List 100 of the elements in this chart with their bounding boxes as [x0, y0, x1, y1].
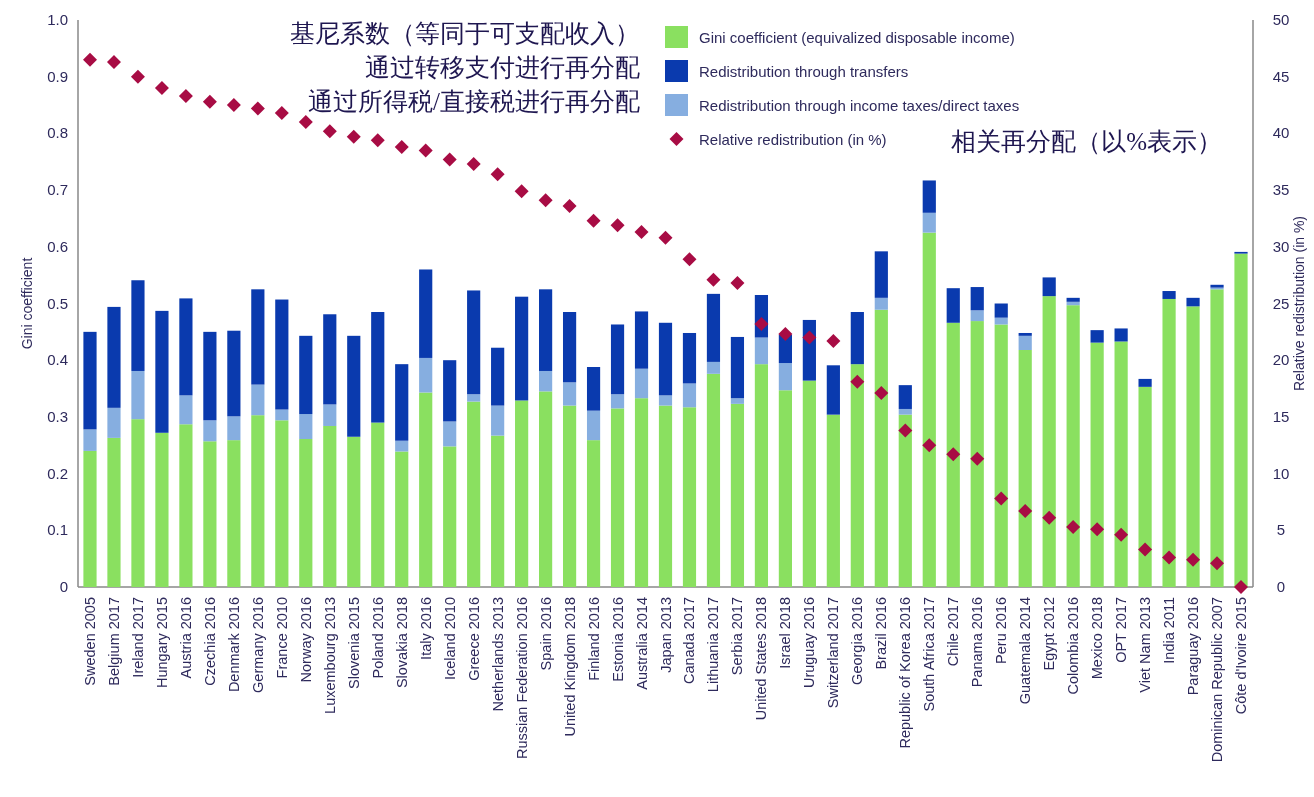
point — [154, 81, 169, 96]
bar — [467, 290, 481, 395]
x-tick-label: Austria 2016 — [177, 597, 194, 679]
legend-label: Gini coefficient (equivalized disposable income) — [699, 29, 1015, 46]
bar — [706, 293, 721, 362]
bar — [419, 269, 433, 358]
x-tick-label: Brazil 2016 — [873, 597, 890, 670]
bar — [83, 331, 97, 430]
bar — [1066, 305, 1080, 587]
bar — [922, 212, 936, 233]
bar — [682, 383, 697, 408]
x-tick-label: Ireland 2017 — [129, 597, 146, 678]
point — [82, 52, 97, 67]
bar — [227, 416, 241, 441]
bar — [395, 451, 409, 587]
bar — [1042, 277, 1056, 297]
bar — [299, 414, 313, 440]
annotation: 基尼系数（等同于可支配收入） — [290, 20, 640, 47]
y2-tick-label: 25 — [1272, 294, 1290, 312]
bar — [1018, 332, 1032, 336]
x-tick-label: Dominican Republic 2007 — [1209, 597, 1226, 763]
bar — [371, 422, 385, 587]
x-tick-label: Georgia 2016 — [849, 597, 866, 685]
x-tick-label: Slovakia 2018 — [393, 597, 410, 689]
bar — [491, 347, 505, 406]
bar — [946, 288, 960, 323]
point — [346, 129, 361, 144]
x-tick-label: Italy 2016 — [417, 597, 434, 660]
x-tick-label: Canada 2017 — [681, 597, 698, 685]
point — [634, 225, 649, 240]
bar — [419, 392, 433, 587]
bar — [107, 407, 121, 438]
bar — [634, 398, 649, 587]
x-tick-label: Greece 2016 — [465, 597, 482, 681]
x-tick-label: Iceland 2010 — [441, 597, 458, 681]
bar — [227, 330, 241, 417]
bar — [850, 364, 864, 587]
point — [274, 105, 289, 120]
y2-tick-label: 30 — [1272, 237, 1290, 255]
bar — [826, 414, 840, 587]
point — [562, 198, 577, 213]
bar — [251, 415, 265, 587]
point — [394, 140, 409, 155]
bar — [443, 446, 457, 587]
x-tick-label: Israel 2018 — [777, 597, 794, 669]
bar — [754, 364, 769, 587]
point — [370, 133, 385, 148]
bar — [802, 380, 816, 587]
bar — [371, 312, 385, 423]
bar — [922, 180, 936, 213]
bar — [131, 370, 145, 420]
x-tick-label: Chile 2017 — [945, 597, 962, 667]
bar — [778, 390, 792, 587]
bar — [203, 420, 217, 442]
point — [730, 276, 745, 291]
bar — [539, 370, 553, 392]
point — [106, 54, 121, 69]
bar — [730, 398, 745, 404]
point — [418, 143, 433, 158]
x-tick-label: Czechia 2016 — [201, 597, 218, 686]
x-tick-label: France 2010 — [273, 597, 290, 679]
y-axis-title: Gini coefficient — [19, 257, 35, 350]
x-tick-label: Poland 2016 — [369, 597, 386, 679]
point — [490, 167, 505, 182]
bar — [323, 425, 337, 587]
point — [202, 94, 217, 109]
y-tick-label: 0.6 — [47, 237, 68, 255]
point — [466, 157, 481, 172]
bar — [850, 312, 864, 365]
bar — [275, 420, 289, 587]
bar — [155, 432, 169, 587]
y-tick-label: 0 — [59, 578, 68, 595]
annotation: 相关再分配（以%表示） — [951, 128, 1222, 155]
x-tick-label: Colombia 2016 — [1065, 597, 1082, 695]
y-tick-label: 1.0 — [47, 11, 68, 28]
x-tick-label: Spain 2016 — [537, 597, 554, 671]
bar — [1018, 335, 1032, 350]
x-tick-label: Estonia 2016 — [609, 597, 626, 682]
bar — [946, 322, 960, 587]
bar — [1186, 297, 1200, 307]
bar — [395, 364, 409, 441]
bar — [562, 312, 577, 383]
bar — [251, 289, 265, 385]
bar — [515, 296, 529, 401]
bar — [155, 310, 169, 433]
point — [922, 438, 937, 453]
point — [1042, 510, 1057, 525]
bar — [658, 322, 673, 396]
bar — [634, 368, 649, 399]
bar — [874, 297, 888, 310]
bar — [419, 357, 433, 393]
bar — [994, 303, 1008, 318]
bar — [1234, 253, 1248, 587]
y-tick-label: 0.2 — [47, 464, 68, 482]
point — [874, 386, 889, 401]
y-tick-label: 0.9 — [47, 67, 68, 85]
bar — [467, 401, 481, 587]
point — [226, 98, 241, 113]
bar — [83, 429, 97, 451]
point — [946, 447, 961, 462]
